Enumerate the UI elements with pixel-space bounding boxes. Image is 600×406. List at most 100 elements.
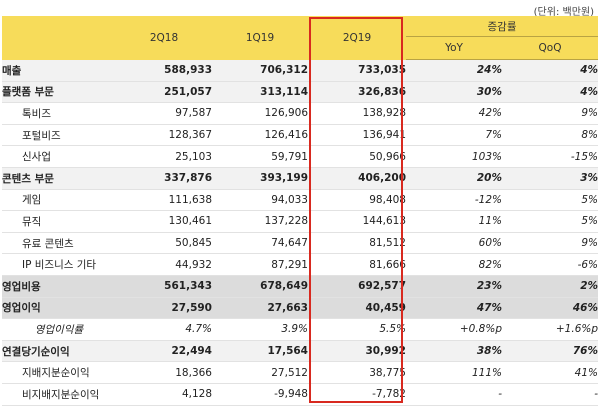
change-yoy: 82% [406,253,502,276]
change-yoy: +0.8%p [406,318,502,341]
value-2q19: 406,200 [308,167,406,190]
row-label: 연결당기순이익 [2,340,116,363]
value-1q19: 137,228 [212,210,308,233]
change-qoq: +1.6%p [502,318,599,341]
table-row: 포털비즈 128,367 126,416 136,941 7% 8% [2,124,599,147]
change-qoq: 46% [502,297,599,320]
row-label: 콘텐츠 부문 [2,167,116,190]
value-1q19: 74,647 [212,232,308,255]
value-2q19: 5.5% [308,318,406,341]
table-row: 플랫폼 부문 251,057 313,114 326,836 30% 4% [2,81,599,104]
value-2q18: 4.7% [116,318,212,341]
value-2q19: 136,941 [308,124,406,147]
header-yoy: YoY [406,36,502,60]
change-qoq: 4% [502,59,599,82]
change-yoy: 38% [406,340,502,363]
table-row: 영업이익률 4.7% 3.9% 5.5% +0.8%p +1.6%p [2,318,599,341]
value-1q19: 87,291 [212,253,308,276]
table-row: 영업비용 561,343 678,649 692,577 23% 2% [2,275,599,298]
row-label: IP 비즈니스 기타 [2,253,116,276]
value-2q18: 50,845 [116,232,212,255]
value-2q18: 22,494 [116,340,212,363]
row-label: 신사업 [2,145,116,168]
value-2q18: 111,638 [116,189,212,212]
change-yoy: 24% [406,59,502,82]
value-2q18: 27,590 [116,297,212,320]
header-2q19: 2Q19 [308,16,406,60]
change-yoy: 20% [406,167,502,190]
value-2q18: 251,057 [116,81,212,104]
table-row: 매출 588,933 706,312 733,035 24% 4% [2,59,599,82]
value-2q19: 38,775 [308,361,406,384]
change-qoq: 8% [502,124,599,147]
change-yoy: 7% [406,124,502,147]
row-label: 플랫폼 부문 [2,81,116,104]
financial-table: 2Q18 1Q19 2Q19 증감률 YoY QoQ 매출 588,933 706,… [2,16,599,406]
change-qoq: 5% [502,189,599,212]
value-1q19: 126,906 [212,102,308,125]
value-2q19: 40,459 [308,297,406,320]
row-label: 뮤직 [2,210,116,233]
value-2q18: 128,367 [116,124,212,147]
row-label: 유료 콘텐츠 [2,232,116,255]
value-2q19: 81,666 [308,253,406,276]
change-qoq: - [502,383,599,406]
table-row: 콘텐츠 부문 337,876 393,199 406,200 20% 3% [2,167,599,190]
value-2q18: 44,932 [116,253,212,276]
value-1q19: 3.9% [212,318,308,341]
value-1q19: 706,312 [212,59,308,82]
change-qoq: 41% [502,361,599,384]
change-yoy: 60% [406,232,502,255]
table-row: 유료 콘텐츠 50,845 74,647 81,512 60% 9% [2,232,599,255]
change-qoq: 76% [502,340,599,363]
change-yoy: 47% [406,297,502,320]
value-2q19: 81,512 [308,232,406,255]
value-2q18: 337,876 [116,167,212,190]
row-label: 톡비즈 [2,102,116,125]
value-2q19: 326,836 [308,81,406,104]
value-2q19: 733,035 [308,59,406,82]
row-label: 영업비용 [2,275,116,298]
table-row: 비지배지분순이익 4,128 -9,948 -7,782- - [2,383,599,406]
row-label: 매출 [2,59,116,82]
table-row: 톡비즈 97,587 126,906 138,928 42% 9% [2,102,599,125]
value-2q19: 50,966 [308,145,406,168]
header-2q18: 2Q18 [116,16,212,60]
header-blank [2,16,116,60]
value-2q19: 144,613 [308,210,406,233]
change-qoq: 9% [502,232,599,255]
change-yoy: 11% [406,210,502,233]
value-1q19: -9,948 [212,383,308,406]
change-yoy: 30% [406,81,502,104]
change-qoq: -6% [502,253,599,276]
value-1q19: 27,512 [212,361,308,384]
table-row: 연결당기순이익 22,494 17,564 30,992 38% 76% [2,340,599,363]
value-2q18: 588,933 [116,59,212,82]
table-row: 지배지분순이익 18,366 27,512 38,775 111% 41% [2,361,599,384]
value-2q19: 138,928 [308,102,406,125]
value-2q18: 97,587 [116,102,212,125]
change-yoy: -12% [406,189,502,212]
value-1q19: 59,791 [212,145,308,168]
row-label: 포털비즈 [2,124,116,147]
row-label: 영업이익 [2,297,116,320]
header-1q19: 1Q19 [212,16,308,60]
value-1q19: 393,199 [212,167,308,190]
table-body: 매출 588,933 706,312 733,035 24% 4% 플랫폼 부문 251,05… [2,59,599,406]
change-qoq: 9% [502,102,599,125]
row-label: 영업이익률 [2,318,116,341]
change-qoq: -15% [502,145,599,168]
value-1q19: 94,033 [212,189,308,212]
value-2q18: 130,461 [116,210,212,233]
value-1q19: 126,416 [212,124,308,147]
change-qoq: 5% [502,210,599,233]
change-qoq: 2% [502,275,599,298]
change-qoq: 3% [502,167,599,190]
table-row: IP 비즈니스 기타 44,932 87,291 81,666 82% -6% [2,253,599,276]
value-2q18: 18,366 [116,361,212,384]
value-1q19: 17,564 [212,340,308,363]
table-row: 뮤직 130,461 137,228 144,613 11% 5% [2,210,599,233]
row-label: 지배지분순이익 [2,361,116,384]
value-1q19: 313,114 [212,81,308,104]
table-row: 게임 111,638 94,033 98,408 -12% 5% [2,189,599,212]
